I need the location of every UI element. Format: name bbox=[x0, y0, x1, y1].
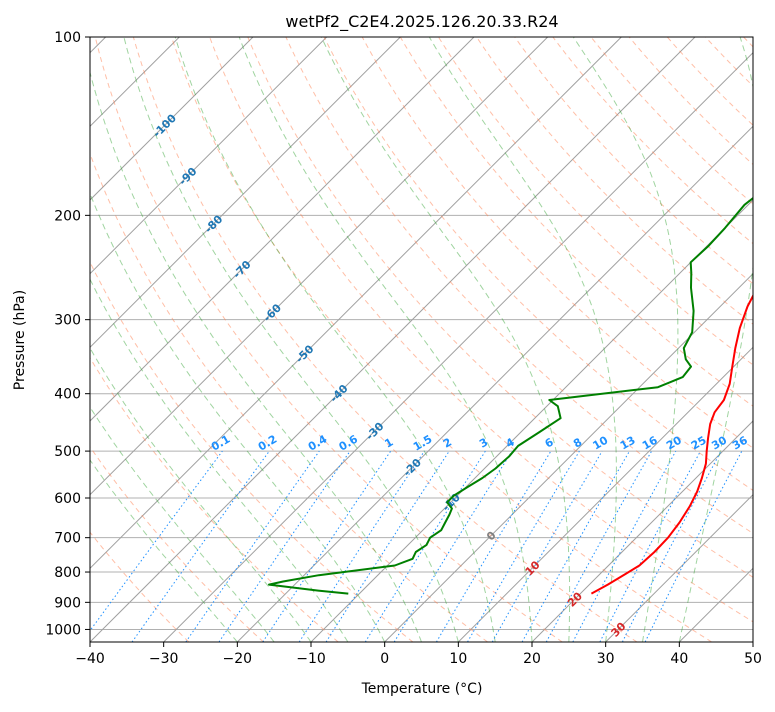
y-tick-label: 400 bbox=[54, 387, 81, 403]
y-tick-label: 800 bbox=[54, 565, 81, 581]
x-tick-label: 10 bbox=[449, 651, 467, 667]
x-tick-label: 50 bbox=[744, 651, 762, 667]
x-tick-label: 40 bbox=[670, 651, 688, 667]
y-tick-label: 100 bbox=[54, 30, 81, 46]
x-tick-label: −30 bbox=[149, 651, 179, 667]
x-tick-label: 20 bbox=[523, 651, 541, 667]
y-axis-label: Pressure (hPa) bbox=[12, 290, 28, 390]
y-tick-label: 200 bbox=[54, 208, 81, 224]
chart-title: wetPf2_C2E4.2025.126.20.33.R24 bbox=[285, 12, 558, 32]
y-tick-label: 700 bbox=[54, 531, 81, 547]
x-tick-label: −40 bbox=[75, 651, 105, 667]
y-tick-label: 500 bbox=[54, 444, 81, 460]
y-tick-label: 300 bbox=[54, 313, 81, 329]
x-tick-label: 0 bbox=[380, 651, 389, 667]
y-tick-label: 600 bbox=[54, 491, 81, 507]
y-tick-label: 900 bbox=[54, 595, 81, 611]
x-tick-label: −10 bbox=[296, 651, 326, 667]
y-tick-label: 1000 bbox=[45, 622, 81, 638]
x-axis-label: Temperature (°C) bbox=[361, 681, 483, 697]
x-tick-label: 30 bbox=[597, 651, 615, 667]
x-tick-label: −20 bbox=[223, 651, 253, 667]
